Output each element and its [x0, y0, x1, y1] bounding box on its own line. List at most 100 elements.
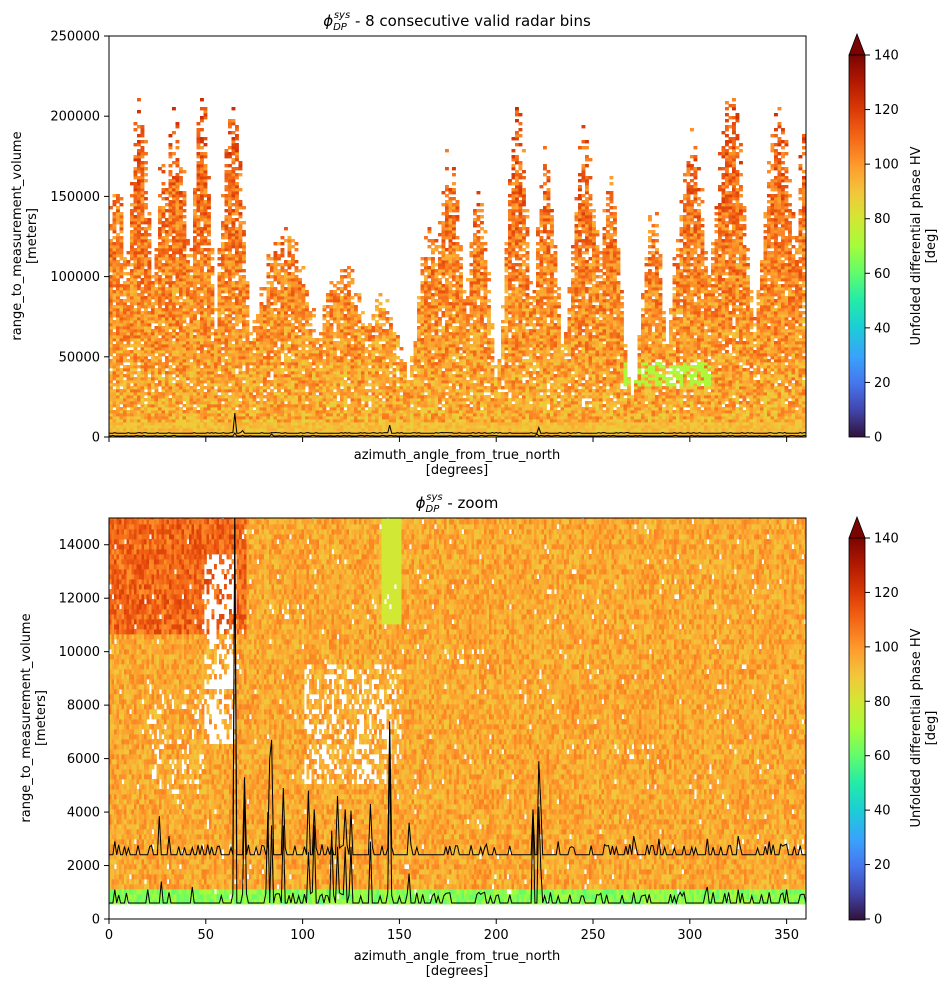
heatmap-cell — [123, 419, 127, 423]
heatmap-cell — [144, 419, 148, 423]
heatmap-cell — [193, 419, 197, 423]
heatmap-cell — [161, 257, 166, 261]
heatmap-cell — [417, 308, 421, 312]
heatmap-cell — [333, 392, 337, 396]
heatmap-cell — [294, 407, 299, 411]
heatmap-cell — [354, 413, 358, 417]
heatmap-cell — [133, 254, 138, 258]
heatmap-cell — [168, 281, 173, 285]
heatmap-cell — [350, 350, 355, 354]
heatmap-cell — [203, 248, 208, 252]
heatmap-cell — [133, 218, 138, 222]
heatmap-cell — [161, 308, 166, 312]
heatmap-cell — [354, 383, 358, 387]
heatmap-cell — [179, 365, 183, 369]
heatmap-cell — [140, 404, 145, 408]
heatmap-cell — [277, 242, 281, 246]
heatmap-cell — [287, 344, 292, 348]
heatmap-cell — [123, 308, 127, 312]
heatmap-cell — [200, 311, 204, 315]
heatmap-cell — [119, 425, 124, 429]
heatmap-cell — [175, 158, 180, 162]
heatmap-cell — [109, 263, 113, 267]
heatmap-cell — [270, 314, 274, 318]
heatmap-cell — [315, 404, 320, 408]
heatmap-cell — [158, 233, 162, 237]
heatmap-cell — [291, 347, 295, 351]
heatmap-cell — [238, 341, 243, 345]
heatmap-cell — [413, 368, 418, 372]
heatmap-cell — [214, 374, 218, 378]
heatmap-cell — [126, 326, 131, 330]
heatmap-cell — [273, 329, 278, 333]
heatmap-cell — [126, 395, 131, 399]
heatmap-cell — [347, 275, 351, 279]
heatmap-cell — [238, 308, 243, 312]
heatmap-cell — [158, 245, 162, 249]
heatmap-cell — [305, 332, 309, 336]
heatmap-cell — [231, 233, 236, 237]
heatmap-cell — [182, 392, 187, 396]
heatmap-cell — [109, 389, 113, 393]
heatmap-cell — [298, 302, 302, 306]
heatmap-cell — [144, 305, 148, 309]
heatmap-cell — [154, 329, 159, 333]
heatmap-cell — [158, 302, 162, 306]
heatmap-cell — [298, 410, 302, 414]
heatmap-cell — [245, 428, 250, 432]
heatmap-cell — [322, 308, 327, 312]
heatmap-cell — [256, 320, 260, 324]
heatmap-cell — [389, 326, 393, 330]
heatmap-cell — [116, 272, 120, 276]
heatmap-cell — [280, 401, 285, 405]
heatmap-cell — [189, 365, 194, 369]
heatmap-cell — [284, 320, 288, 324]
heatmap-cell — [382, 419, 386, 423]
heatmap-cell — [252, 386, 257, 390]
heatmap-cell — [144, 296, 148, 300]
heatmap-cell — [172, 248, 176, 252]
heatmap-cell — [350, 347, 355, 351]
heatmap-cell — [238, 392, 243, 396]
heatmap-cell — [301, 308, 306, 312]
heatmap-cell — [382, 383, 386, 387]
heatmap-cell — [168, 287, 173, 291]
heatmap-cell — [326, 338, 330, 342]
heatmap-cell — [200, 374, 204, 378]
heatmap-cell — [249, 398, 253, 402]
heatmap-cell — [375, 395, 379, 399]
heatmap-cell — [354, 404, 358, 408]
heatmap-cell — [333, 395, 337, 399]
heatmap-cell — [245, 392, 250, 396]
heatmap-cell — [193, 362, 197, 366]
heatmap-cell — [392, 386, 397, 390]
heatmap-cell — [210, 284, 215, 288]
heatmap-cell — [333, 386, 337, 390]
heatmap-cell — [203, 410, 208, 414]
heatmap-cell — [151, 407, 155, 411]
heatmap-cell — [350, 422, 355, 426]
heatmap-cell — [270, 335, 274, 339]
heatmap-cell — [221, 326, 225, 330]
heatmap-cell — [210, 293, 215, 297]
heatmap-cell — [252, 377, 257, 381]
heatmap-cell — [228, 314, 232, 318]
heatmap-cell — [235, 242, 239, 246]
heatmap-cell — [336, 386, 341, 390]
heatmap-cell — [119, 236, 124, 240]
heatmap-cell — [116, 407, 120, 411]
heatmap-cell — [207, 344, 211, 348]
heatmap-cell — [263, 368, 267, 372]
heatmap-cell — [196, 308, 201, 312]
heatmap-cell — [144, 311, 148, 315]
heatmap-cell — [144, 329, 148, 333]
heatmap-cell — [242, 257, 246, 261]
heatmap-cell — [130, 272, 134, 276]
heatmap-cell — [277, 350, 281, 354]
heatmap-cell — [189, 392, 194, 396]
heatmap-cell — [242, 377, 246, 381]
heatmap-cell — [147, 398, 152, 402]
heatmap-cell — [399, 401, 404, 405]
heatmap-cell — [130, 218, 134, 222]
heatmap-cell — [196, 230, 201, 234]
